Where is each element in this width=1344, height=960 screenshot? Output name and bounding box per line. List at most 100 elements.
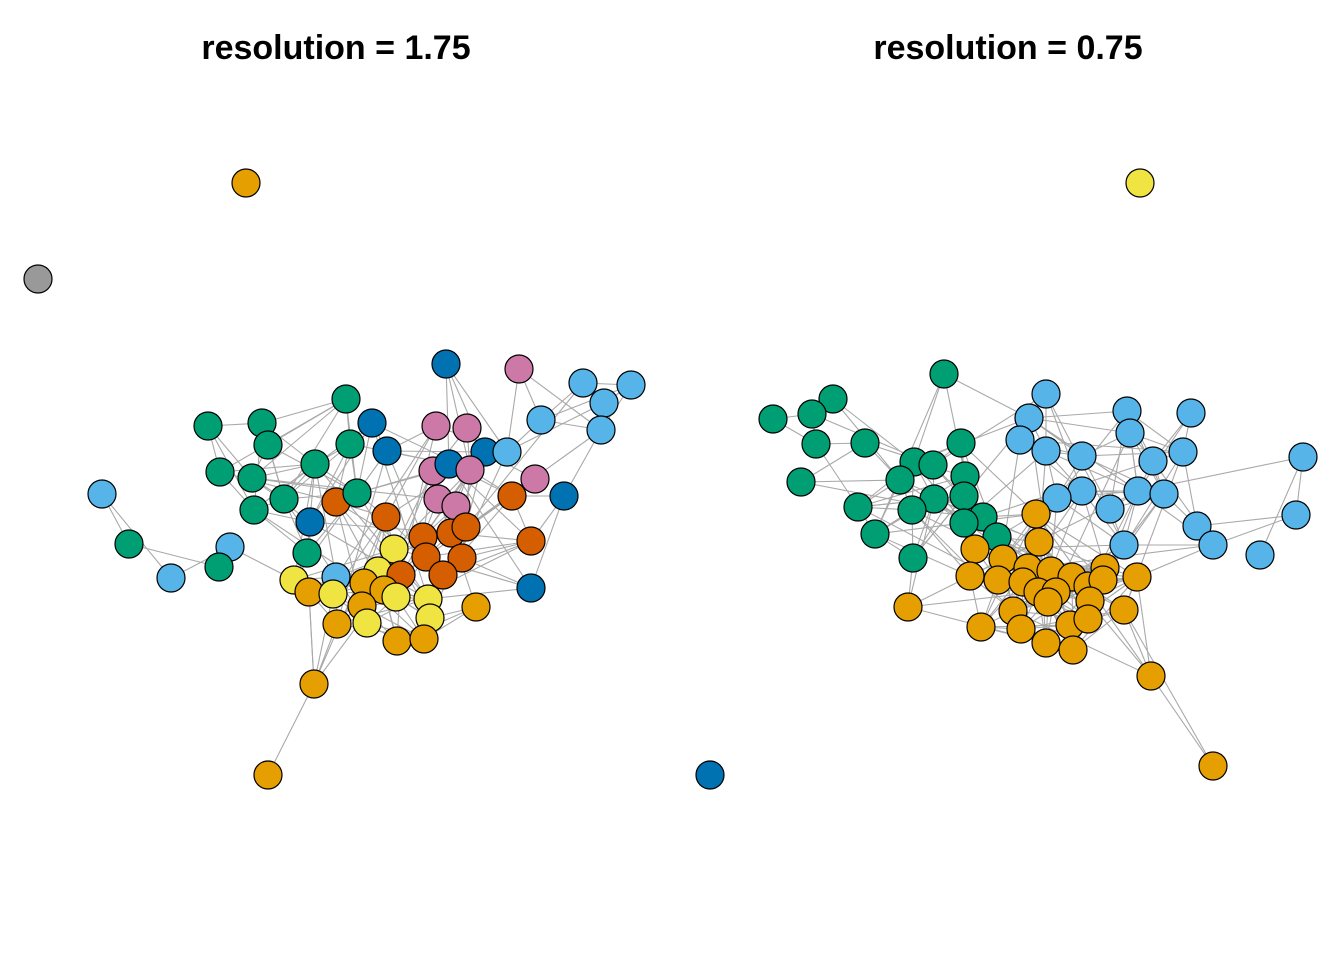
network-node [1198, 751, 1228, 781]
network-node [1024, 527, 1054, 557]
network-node [193, 411, 223, 441]
network-node [1067, 476, 1097, 506]
network-node [520, 464, 550, 494]
network-node [1288, 442, 1318, 472]
network-node [1042, 483, 1072, 513]
network-edge [943, 373, 1030, 419]
network-node [1245, 540, 1275, 570]
network-node [335, 429, 365, 459]
network-node [231, 168, 261, 198]
network-node [797, 399, 827, 429]
network-node [983, 565, 1013, 595]
network-node [893, 592, 923, 622]
network-node [1122, 562, 1152, 592]
network-node [1031, 379, 1061, 409]
network-edge [267, 683, 315, 776]
network-node [966, 612, 996, 642]
network-edge [857, 475, 966, 508]
network-graph [695, 168, 1318, 790]
network-node [292, 538, 322, 568]
network-node [1182, 511, 1212, 541]
network-edge [1137, 412, 1192, 492]
network-node [331, 384, 361, 414]
network-edge [445, 363, 450, 465]
network-node [431, 349, 461, 379]
network-edge [1081, 451, 1184, 457]
network-node [1138, 446, 1168, 476]
network-node [357, 408, 387, 438]
network-node [411, 542, 441, 572]
network-node [1031, 628, 1061, 658]
network-node [1149, 479, 1179, 509]
network-node [843, 492, 873, 522]
nodes-layer [23, 168, 646, 790]
network-node [897, 495, 927, 525]
network-node [87, 479, 117, 509]
network-node [409, 624, 439, 654]
network-panel-right: resolution = 0.75 [672, 0, 1344, 960]
network-node [300, 449, 330, 479]
network-node [205, 457, 235, 487]
network-node [497, 481, 527, 511]
network-node [452, 413, 482, 443]
network-node [381, 582, 411, 612]
network-node [455, 455, 485, 485]
network-node [1125, 168, 1155, 198]
network-edge [1028, 417, 1131, 434]
network-edge [800, 479, 901, 483]
network-node [492, 437, 522, 467]
network-edge [1045, 450, 1139, 492]
network-edge [309, 443, 351, 523]
network-node [1281, 500, 1311, 530]
network-edge [1212, 514, 1297, 546]
network-edge [386, 450, 424, 538]
network-node [758, 404, 788, 434]
panel-title: resolution = 0.75 [873, 29, 1143, 67]
network-node [801, 429, 831, 459]
network-node [516, 526, 546, 556]
network-edge [251, 398, 347, 479]
network-node [946, 428, 976, 458]
network-node [322, 609, 352, 639]
network-node [1136, 661, 1166, 691]
network-node [1109, 595, 1139, 625]
network-node [929, 359, 959, 389]
network-edge [465, 382, 584, 528]
network-edge [911, 509, 971, 577]
network-edge [913, 373, 945, 463]
network-node [239, 495, 269, 525]
network-node [1176, 398, 1206, 428]
network-edge [283, 498, 337, 578]
network-edge [385, 425, 437, 518]
network-node [850, 428, 880, 458]
network-edge [219, 398, 347, 473]
network-node [1198, 530, 1228, 560]
network-edge [1196, 514, 1297, 527]
network-node [382, 626, 412, 656]
network-node [589, 388, 619, 418]
network-node [1031, 436, 1061, 466]
network-edge [445, 363, 486, 453]
network-node [1073, 604, 1103, 634]
network-node [318, 579, 348, 609]
network-edge [313, 593, 334, 685]
network-node [372, 436, 402, 466]
network-node [786, 467, 816, 497]
network-node [960, 534, 990, 564]
network-node [918, 450, 948, 480]
network-node [1006, 614, 1036, 644]
network-node [949, 508, 979, 538]
network-node [616, 370, 646, 400]
network-edge [445, 363, 508, 453]
network-node [156, 563, 186, 593]
network-node [371, 502, 401, 532]
network-node [516, 573, 546, 603]
network-node [860, 519, 890, 549]
network-edge [128, 543, 220, 568]
network-node [1115, 418, 1145, 448]
panel-title: resolution = 1.75 [201, 29, 471, 67]
network-edge [530, 495, 565, 589]
network-node [421, 411, 451, 441]
network-edge [960, 442, 1037, 515]
network-node [526, 405, 556, 435]
